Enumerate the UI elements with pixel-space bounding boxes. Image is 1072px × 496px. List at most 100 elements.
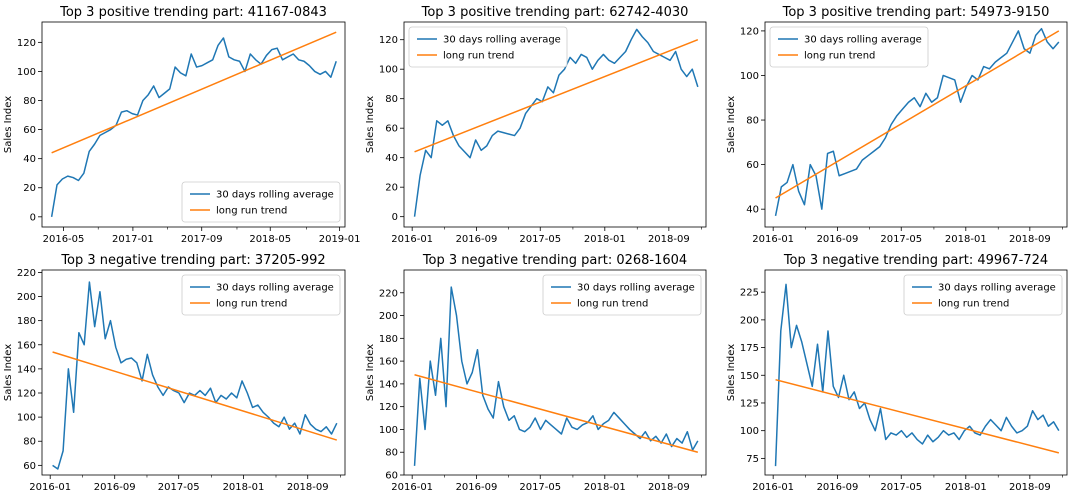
y-tick-label: 60	[385, 471, 398, 482]
plot-frame	[764, 269, 1068, 476]
chart-panel-3: Top 3 positive trending part: 54973-9150…	[726, 5, 1068, 245]
chart-title: Top 3 positive trending part: 62742-4030	[421, 5, 689, 20]
y-tick-label: 140	[17, 364, 36, 375]
x-tick-label: 2017-05	[880, 482, 922, 493]
chart-title: Top 3 negative trending part: 37205-992	[60, 253, 325, 268]
x-tick-label: 2018-01	[584, 234, 626, 245]
rolling-average-line	[50, 37, 337, 217]
y-tick-label: 60	[23, 125, 36, 136]
y-tick-label: 120	[740, 26, 759, 37]
y-tick-label: 180	[17, 316, 36, 327]
x-tick-label: 2016-09	[456, 482, 498, 493]
x-tick-label: 2018-01	[945, 482, 987, 493]
x-tick-label: 2017-05	[519, 234, 561, 245]
x-tick-label: 2016-09	[817, 234, 859, 245]
chart-panel-6: Top 3 negative trending part: 49967-724 S…	[726, 253, 1068, 493]
y-tick-label: 100	[740, 426, 759, 437]
x-tick-label: 2016-05	[43, 234, 85, 245]
y-tick-label: 20	[23, 183, 36, 194]
x-tick-label: 2016-09	[817, 482, 859, 493]
y-axis-label: Sales Index	[3, 344, 14, 401]
x-tick-label: 2018-09	[287, 482, 329, 493]
y-tick-label: 100	[17, 67, 36, 78]
y-tick-label: 40	[23, 154, 36, 165]
y-tick-label: 120	[379, 402, 398, 413]
legend-entry: long run trend	[938, 299, 1009, 310]
y-axis-label: Sales Index	[365, 96, 376, 153]
legend-entry: 30 days rolling average	[804, 35, 922, 46]
x-tick-label: 2016-01	[391, 482, 433, 493]
y-tick-label: 100	[17, 413, 36, 424]
y-tick-label: 100	[379, 65, 398, 76]
x-tick-label: 2019-01	[319, 234, 361, 245]
trend-line	[775, 378, 1060, 454]
y-tick-label: 220	[379, 288, 398, 299]
x-tick-label: 2016-01	[391, 234, 433, 245]
legend-box	[181, 181, 341, 223]
chart-panel-5: Top 3 negative trending part: 0268-1604 S…	[365, 253, 707, 493]
legend-box	[903, 274, 1063, 316]
y-tick-label: 120	[379, 35, 398, 46]
y-tick-label: 200	[17, 292, 36, 303]
chart-title: Top 3 positive trending part: 54973-9150	[782, 5, 1050, 20]
y-tick-label: 40	[385, 153, 398, 164]
x-tick-label: 2018-09	[1009, 482, 1051, 493]
y-tick-label: 220	[17, 268, 36, 279]
legend-entry: 30 days rolling average	[577, 283, 695, 294]
y-tick-label: 75	[746, 454, 759, 465]
trend-line	[51, 31, 337, 154]
y-tick-label: 120	[17, 389, 36, 400]
y-tick-label: 80	[385, 448, 398, 459]
y-tick-label: 200	[379, 311, 398, 322]
trend-line	[414, 39, 699, 153]
x-tick-label: 2016-09	[94, 482, 136, 493]
y-tick-label: 80	[385, 94, 398, 105]
y-tick-label: 40	[746, 205, 759, 216]
legend-box	[769, 26, 929, 68]
plot-frame	[403, 269, 707, 476]
x-tick-label: 2017-09	[181, 234, 223, 245]
y-tick-label: 80	[23, 437, 36, 448]
legend-entry: 30 days rolling average	[216, 283, 334, 294]
plot-frame	[41, 21, 346, 228]
legend-entry: 30 days rolling average	[938, 283, 1056, 294]
y-tick-label: 100	[740, 71, 759, 82]
legend-box	[408, 26, 568, 68]
x-tick-label: 2017-05	[519, 482, 561, 493]
legend-entry: long run trend	[216, 206, 287, 217]
y-tick-label: 20	[385, 183, 398, 194]
plot-frame	[764, 21, 1068, 228]
legend: 30 days rolling average long run trend	[769, 26, 929, 68]
x-tick-label: 2018-09	[648, 482, 690, 493]
x-tick-label: 2017-05	[880, 234, 922, 245]
y-tick-label: 160	[17, 340, 36, 351]
x-tick-label: 2017-05	[158, 482, 200, 493]
y-axis-label: Sales Index	[365, 344, 376, 401]
legend: 30 days rolling average long run trend	[542, 274, 702, 316]
legend-box	[542, 274, 702, 316]
chart-panel-1: Top 3 positive trending part: 41167-0843…	[3, 5, 361, 245]
y-axis-label: Sales Index	[3, 96, 14, 153]
x-tick-label: 2018-01	[945, 234, 987, 245]
rolling-average-line	[774, 27, 1060, 217]
legend-entry: long run trend	[804, 51, 875, 62]
chart-title: Top 3 negative trending part: 0268-1604	[422, 253, 687, 268]
y-tick-label: 150	[740, 371, 759, 382]
x-tick-label: 2016-01	[29, 482, 71, 493]
legend-entry: long run trend	[443, 51, 514, 62]
legend-box	[181, 274, 341, 316]
legend: 30 days rolling average long run trend	[181, 181, 341, 223]
y-tick-label: 0	[392, 212, 398, 223]
y-tick-label: 0	[30, 212, 36, 223]
legend: 30 days rolling average long run trend	[903, 274, 1063, 316]
y-tick-label: 80	[746, 116, 759, 127]
trend-line	[414, 374, 699, 453]
trend-line	[52, 351, 338, 441]
y-tick-label: 60	[23, 461, 36, 472]
legend: 30 days rolling average long run trend	[181, 274, 341, 316]
y-tick-label: 100	[379, 425, 398, 436]
x-tick-label: 2016-01	[752, 234, 794, 245]
y-axis-label: Sales Index	[726, 96, 737, 153]
chart-title: Top 3 positive trending part: 41167-0843	[59, 5, 327, 20]
